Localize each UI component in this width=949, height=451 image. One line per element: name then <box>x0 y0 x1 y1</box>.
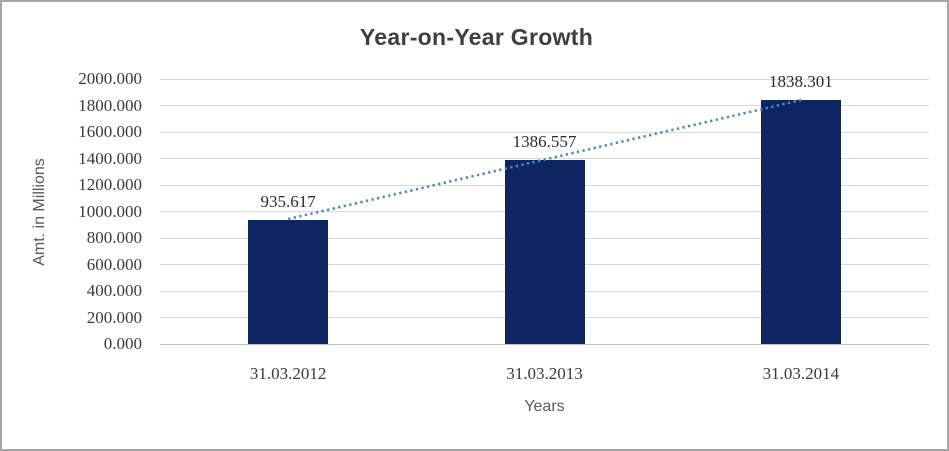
y-tick-label: 1200.000 <box>78 175 142 194</box>
y-tick-label: 1000.000 <box>78 201 142 221</box>
gridline <box>160 343 929 345</box>
chart-title: Year-on-Year Growth <box>359 24 594 50</box>
x-axis-title: Years <box>524 398 565 415</box>
y-tick-label: 400.000 <box>86 281 142 300</box>
bar <box>248 220 329 344</box>
x-category-label: 31.03.2014 <box>762 364 840 383</box>
y-tick-label: 1800.000 <box>78 95 142 115</box>
gridline <box>160 78 929 80</box>
x-category-label: 31.03.2012 <box>249 364 327 383</box>
y-tick-label: 800.000 <box>86 228 142 247</box>
bar-data-label: 1838.301 <box>768 72 833 92</box>
y-tick-label: 2000.000 <box>78 69 142 88</box>
bar-data-label: 935.617 <box>260 192 316 212</box>
y-tick-label: 600.000 <box>86 254 142 274</box>
y-tick-label: 200.000 <box>86 307 142 327</box>
y-tick-label: 1600.000 <box>78 122 142 141</box>
bar <box>504 160 585 344</box>
y-tick-label: 1400.000 <box>78 148 142 168</box>
bar <box>760 100 841 344</box>
y-tick-label: 0.000 <box>103 334 142 353</box>
x-category-label: 31.03.2013 <box>506 364 583 383</box>
bar-data-label: 1386.557 <box>512 132 577 152</box>
